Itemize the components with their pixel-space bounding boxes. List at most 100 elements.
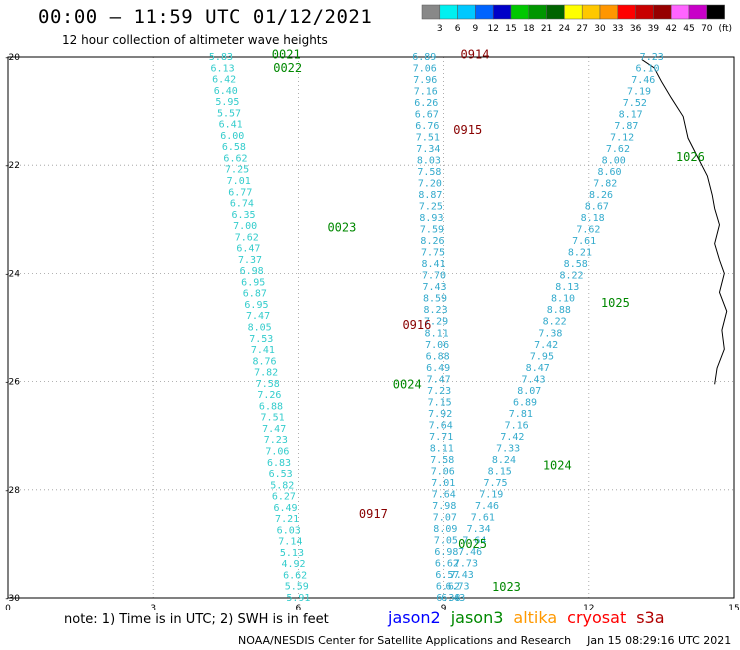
pass-label: 0914	[461, 47, 490, 61]
swh-value: 7.19	[479, 489, 503, 500]
chart-subtitle: 12 hour collection of altimeter wave hei…	[62, 33, 328, 47]
x-tick-label: 15	[728, 604, 739, 610]
colorbar-label: 42	[665, 24, 676, 34]
colorbar-unit: (ft)	[718, 24, 732, 34]
swh-value: 6.89	[412, 52, 436, 63]
wave-height-plot: 0 3 6 9 12 15-20-22-24-26-28-305.836.136.426.…	[5, 47, 740, 610]
x-tick-label: 0	[5, 604, 11, 610]
colorbar-label: 18	[523, 24, 535, 34]
swh-value: 7.42	[534, 340, 558, 351]
swh-value: 7.46	[475, 501, 499, 512]
swh-value: 7.43	[521, 374, 545, 385]
swh-value: 7.25	[419, 202, 443, 213]
plot-frame	[7, 56, 735, 599]
pass-label: 0022	[273, 61, 302, 75]
swh-value: 7.64	[429, 420, 453, 431]
satellite-cryosat: cryosat	[567, 608, 627, 627]
swh-value: 5.95	[215, 97, 239, 108]
colorbar-label: 45	[683, 24, 694, 34]
swh-value: 6.26	[414, 98, 438, 109]
pass-label: 0023	[327, 220, 356, 234]
colorbar-label: 27	[576, 24, 587, 34]
colorbar-label: 39	[648, 24, 660, 34]
swh-value: 6.13	[211, 63, 235, 74]
satellite-jason3: jason3	[450, 608, 504, 627]
swh-value: 6.77	[228, 187, 252, 198]
colorbar-label: 21	[541, 24, 552, 34]
swh-value: 7.29	[424, 317, 448, 328]
swh-value: 8.03	[417, 156, 441, 167]
swh-value: 6.41	[219, 120, 243, 131]
swh-value: 8.05	[248, 323, 272, 334]
swh-value: 7.70	[422, 271, 446, 282]
swh-value: 7.95	[530, 351, 554, 362]
swh-value: 7.75	[483, 478, 507, 489]
swh-value: 6.95	[241, 277, 265, 288]
swh-value: 7.64	[432, 489, 456, 500]
swh-value: 7.81	[509, 409, 533, 420]
pass-label: 0917	[359, 507, 388, 521]
swh-value: 7.01	[431, 478, 455, 489]
pass-label: 0024	[393, 377, 422, 391]
swh-value: 8.11	[425, 328, 449, 339]
swh-value: 8.58	[564, 259, 588, 270]
pass-label: 1026	[676, 150, 705, 164]
swh-value: 6.03	[277, 525, 301, 536]
swh-value: 7.07	[433, 512, 457, 523]
swh-value: 7.16	[414, 87, 438, 98]
footer-note: note: 1) Time is in UTC; 2) SWH is in fe…	[64, 612, 329, 627]
swh-value: 8.11	[430, 443, 454, 454]
swh-value: 7.23	[427, 386, 451, 397]
swh-value: 8.23	[424, 305, 448, 316]
swh-value: 6.43	[441, 593, 465, 604]
swh-value: 7.15	[428, 397, 452, 408]
colorbar-label: 6	[455, 24, 461, 34]
swh-value: 7.16	[505, 420, 529, 431]
swh-value: 5.13	[280, 548, 304, 559]
swh-value: 7.37	[238, 255, 262, 266]
swh-value: 7.53	[249, 334, 273, 345]
swh-value: 7.47	[262, 424, 286, 435]
swh-value: 6.95	[244, 300, 268, 311]
swh-value: 7.23	[264, 435, 288, 446]
swh-value: 7.73	[454, 558, 478, 569]
swh-value: 6.49	[273, 503, 297, 514]
swh-value: 6.47	[236, 244, 260, 255]
swh-value: 7.46	[631, 75, 655, 86]
swh-value: 8.26	[589, 190, 613, 201]
generation-timestamp: Jan 15 08:29:16 UTC 2021	[587, 634, 732, 647]
pass-label: 0025	[458, 537, 487, 551]
swh-value: 6.27	[272, 492, 296, 503]
footer-credit: NOAA/NESDIS Center for Satellite Applica…	[238, 634, 731, 647]
swh-value: 7.23	[640, 52, 664, 63]
swh-value: 8.10	[551, 294, 575, 305]
swh-value: 7.42	[500, 432, 524, 443]
swh-value: 6.62	[223, 153, 247, 164]
y-tick-label: -22	[5, 161, 20, 171]
swh-value: 7.92	[428, 409, 452, 420]
swh-value: 6.35	[231, 210, 255, 221]
swh-value: 7.12	[610, 133, 634, 144]
swh-value: 6.74	[230, 199, 254, 210]
colorbar-label: 3	[437, 24, 443, 34]
swh-value: 8.09	[433, 524, 457, 535]
swh-value: 7.06	[425, 340, 449, 351]
swh-value: 5.57	[217, 108, 241, 119]
swh-value: 7.98	[432, 501, 456, 512]
swh-value: 6.76	[415, 121, 439, 132]
coastline	[641, 59, 728, 385]
pass-label: 0915	[453, 123, 482, 137]
swh-value: 7.58	[430, 455, 454, 466]
swh-value: 7.20	[418, 179, 442, 190]
swh-value: 8.21	[568, 248, 592, 259]
swh-value: 6.10	[635, 64, 659, 75]
swh-value: 6.67	[415, 110, 439, 121]
swh-value: 7.61	[572, 236, 596, 247]
pass-label: 1023	[492, 580, 521, 594]
swh-value: 6.98	[434, 547, 458, 558]
swh-value: 6.98	[240, 266, 264, 277]
swh-value: 8.13	[555, 282, 579, 293]
y-tick-label: -30	[5, 594, 20, 604]
swh-value: 7.62	[235, 232, 259, 243]
swh-value: 7.51	[261, 413, 285, 424]
